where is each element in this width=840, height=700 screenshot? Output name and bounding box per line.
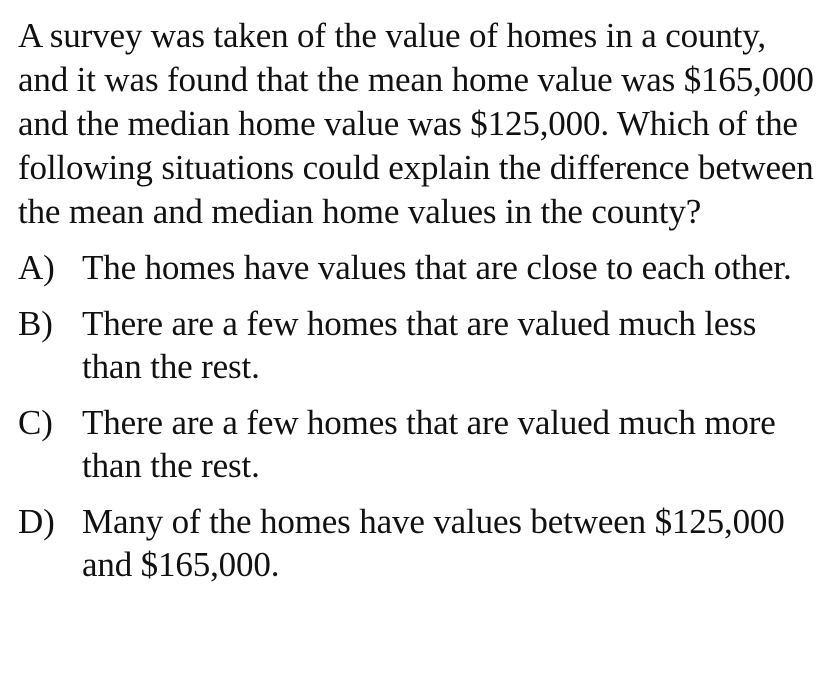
choice-a[interactable]: A) The homes have values that are close … — [18, 246, 822, 289]
choice-c[interactable]: C) There are a few homes that are valued… — [18, 401, 822, 487]
choice-d[interactable]: D) Many of the homes have values between… — [18, 500, 822, 586]
choice-c-text: There are a few homes that are valued mu… — [82, 403, 776, 485]
choice-d-text: Many of the homes have values between $1… — [82, 502, 785, 584]
choice-b[interactable]: B) There are a few homes that are valued… — [18, 302, 822, 388]
choice-b-letter: B) — [18, 304, 53, 343]
choice-d-letter: D) — [18, 502, 55, 541]
choice-a-letter: A) — [18, 248, 55, 287]
choice-b-text: There are a few homes that are valued mu… — [82, 304, 757, 386]
choice-a-text: The homes have values that are close to … — [82, 248, 792, 287]
answer-choices: A) The homes have values that are close … — [18, 246, 818, 586]
question-text: A survey was taken of the value of homes… — [18, 16, 814, 231]
choice-c-letter: C) — [18, 403, 53, 442]
